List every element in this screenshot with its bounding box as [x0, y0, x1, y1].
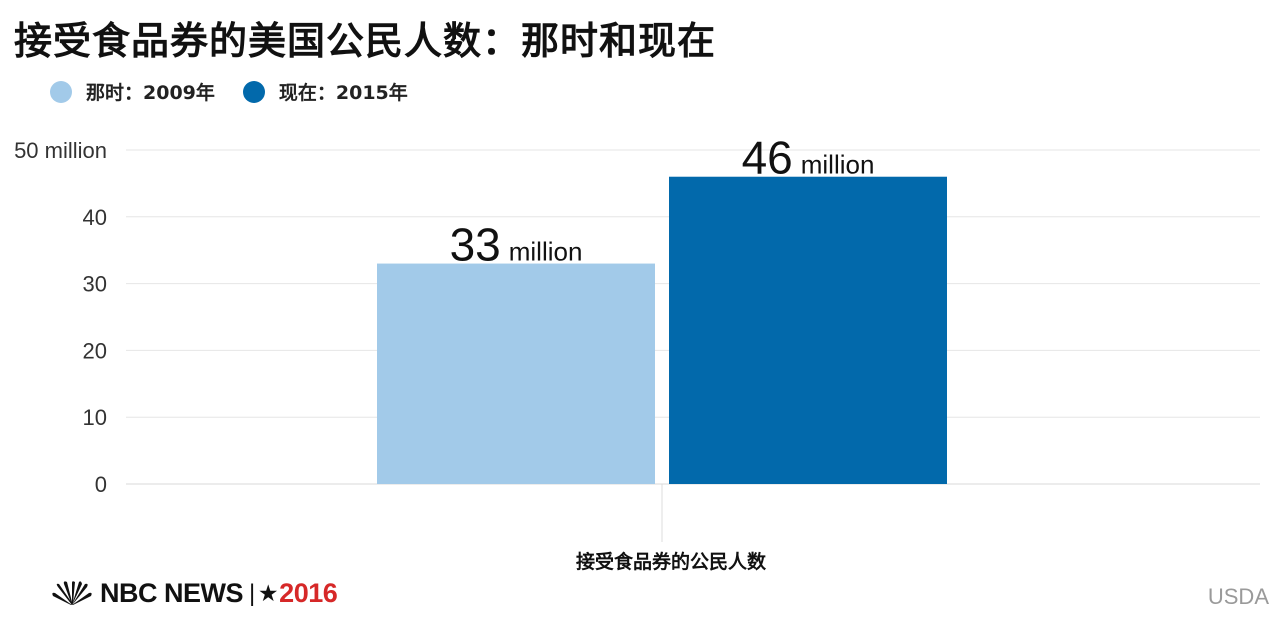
chart-title: 接受食品券的美国公民人数：那时和现在: [14, 19, 717, 63]
x-category-label: 接受食品券的公民人数: [576, 550, 767, 573]
data-label: 46 million: [742, 132, 875, 184]
nbc-peacock-icon: [52, 580, 92, 605]
bar: [669, 176, 947, 484]
brand-separator: |: [249, 579, 256, 607]
brand-name: NBC NEWS: [100, 578, 244, 608]
y-tick-label: 40: [83, 205, 107, 230]
data-label: 33 million: [450, 219, 583, 271]
bar: [377, 263, 655, 484]
y-tick-label: 50 million: [14, 138, 107, 163]
legend-item-then: 那时：2009年: [50, 78, 215, 105]
y-tick-label: 30: [83, 272, 107, 297]
y-tick-label: 10: [83, 405, 107, 430]
legend-item-now: 现在：2015年: [242, 78, 408, 105]
legend: 那时：2009年 现在：2015年: [50, 78, 436, 105]
legend-label-now: 现在：2015年: [278, 82, 408, 104]
nbc-news-logo: NBC NEWS | ★ 2016: [50, 578, 338, 609]
legend-dot-icon: [242, 80, 265, 103]
legend-label-then: 那时：2009年: [86, 82, 215, 104]
y-tick-label: 0: [95, 472, 107, 497]
star-icon: ★: [259, 583, 278, 605]
legend-dot-icon: [50, 80, 72, 103]
source-label: USDA: [1207, 584, 1269, 609]
y-tick-label: 20: [83, 338, 107, 363]
brand-year: 2016: [279, 578, 338, 608]
